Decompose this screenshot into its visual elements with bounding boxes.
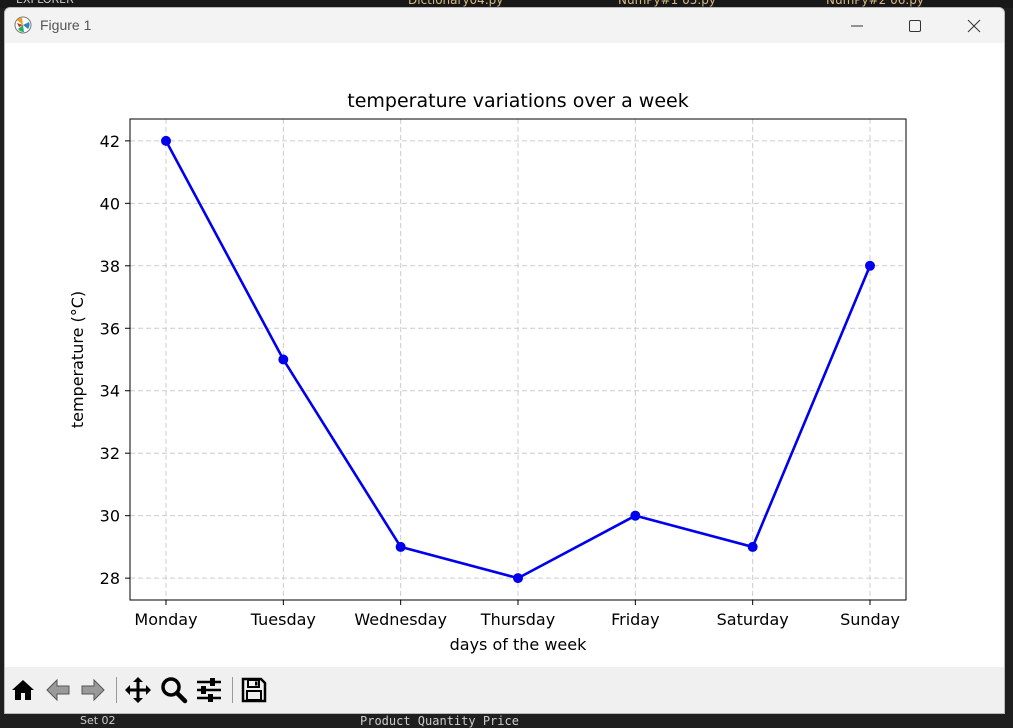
- pan-button[interactable]: [123, 675, 153, 705]
- toolbar-separator: [116, 677, 117, 703]
- forward-button[interactable]: [78, 675, 108, 705]
- forward-arrow-icon: [81, 678, 105, 702]
- toolbar-separator: [232, 677, 233, 703]
- title-bar[interactable]: Figure 1: [5, 8, 1004, 43]
- y-tick-label: 30: [100, 507, 120, 526]
- back-button[interactable]: [43, 675, 73, 705]
- background-tab-1[interactable]: Dictionary04.py: [408, 0, 504, 7]
- y-tick-label: 34: [100, 382, 120, 401]
- back-arrow-icon: [46, 678, 70, 702]
- x-tick-label: Tuesday: [250, 610, 316, 629]
- explorer-label: EXPLORER: [16, 0, 74, 6]
- y-tick-label: 42: [100, 132, 120, 151]
- y-tick-label: 32: [100, 444, 120, 463]
- chart-title: temperature variations over a week: [347, 90, 688, 112]
- data-point-wednesday: [395, 541, 406, 552]
- background-tab-3[interactable]: NumPy#2 06.py: [826, 0, 924, 7]
- home-icon: [12, 680, 34, 700]
- save-button[interactable]: [239, 675, 269, 705]
- x-tick-label: Monday: [134, 610, 197, 629]
- home-button[interactable]: [8, 675, 38, 705]
- ide-background-strip: [0, 0, 1013, 8]
- y-tick-label: 40: [100, 194, 120, 213]
- data-point-tuesday: [278, 354, 289, 365]
- zoom-icon: [161, 677, 188, 704]
- zoom-button[interactable]: [159, 675, 189, 705]
- navigation-toolbar: [5, 667, 1004, 713]
- save-icon: [241, 677, 267, 703]
- y-axis-label: temperature (°C): [68, 291, 87, 428]
- plot-canvas[interactable]: Monday Tuesday Wednesday Thursday Friday Satu…: [5, 43, 1004, 667]
- x-axis-label: days of the week: [450, 635, 587, 654]
- configure-subplots-button[interactable]: [194, 675, 224, 705]
- data-point-thursday: [513, 573, 523, 584]
- x-tick-label: Sunday: [840, 610, 900, 629]
- matplotlib-app-icon: [14, 16, 32, 34]
- maximize-button[interactable]: [886, 8, 944, 43]
- y-tick-label: 28: [100, 569, 120, 588]
- x-tick-label: Friday: [611, 610, 660, 629]
- minimize-icon: [851, 25, 863, 26]
- data-point-saturday: [747, 541, 758, 552]
- pan-icon: [125, 677, 151, 703]
- configure-subplots-icon: [197, 678, 221, 702]
- close-icon: [967, 19, 981, 32]
- line-chart: Monday Tuesday Wednesday Thursday Friday Satu…: [68, 90, 907, 654]
- window-title: Figure 1: [40, 17, 92, 33]
- y-tick-label: 38: [100, 257, 120, 276]
- minimize-button[interactable]: [828, 8, 886, 43]
- x-tick-label: Saturday: [717, 610, 789, 629]
- background-code-text: Product Quantity Price: [360, 714, 519, 728]
- data-point-friday: [630, 510, 641, 521]
- background-file-item[interactable]: Set 02: [80, 714, 116, 727]
- close-button[interactable]: [945, 8, 1003, 43]
- figure-window: Figure 1 Monday Tuesday Wednesday Thursday F…: [4, 7, 1005, 714]
- y-tick-label: 36: [100, 319, 120, 338]
- x-tick-label: Thursday: [480, 610, 555, 629]
- maximize-icon: [909, 19, 921, 32]
- x-tick-label: Wednesday: [354, 610, 447, 629]
- data-point-sunday: [865, 260, 875, 271]
- ide-background-bottom: [0, 712, 1013, 725]
- data-point-monday: [161, 135, 171, 146]
- background-tab-2[interactable]: NumPy#1 05.py: [618, 0, 716, 7]
